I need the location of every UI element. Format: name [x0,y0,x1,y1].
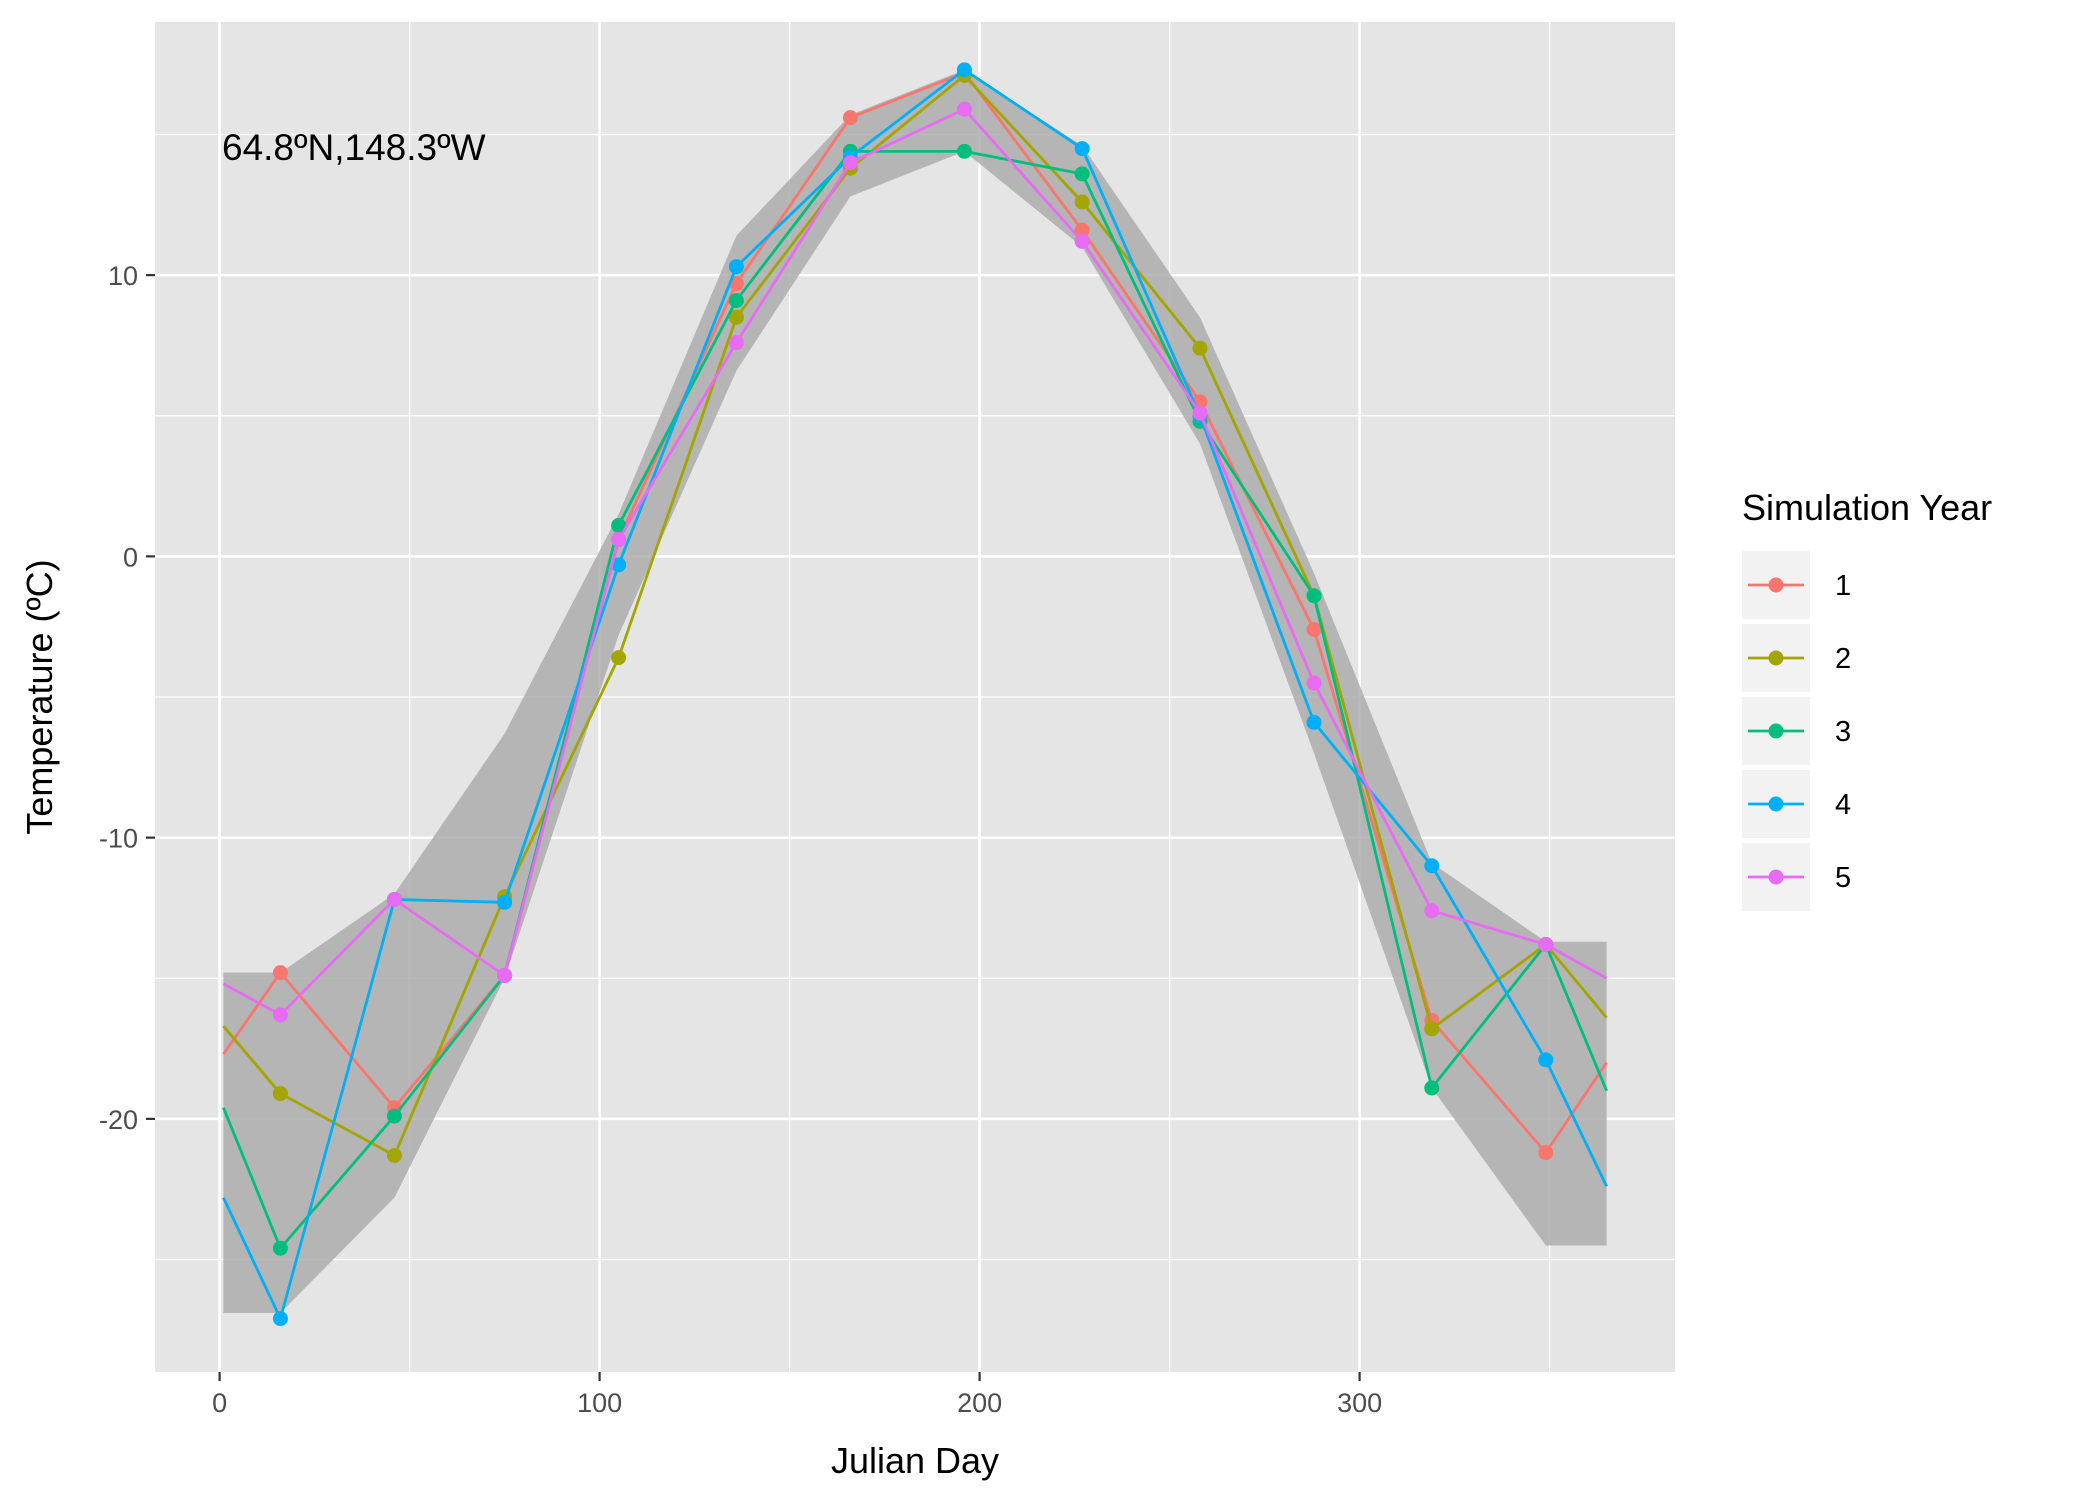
x-axis-title: Julian Day [831,1440,999,1481]
legend-label: 2 [1835,643,1851,675]
series-line-4 [222,68,1608,1320]
data-point [272,1311,288,1327]
data-point [272,1007,288,1023]
data-point [842,155,858,171]
data-point [386,892,402,907]
y-axis: -20 -10 0 10 [99,261,155,1135]
data-point [728,259,744,275]
data-point [1192,340,1208,356]
data-point [272,1240,288,1256]
data-point [497,967,513,983]
data-point [1306,622,1322,637]
data-point [611,517,627,533]
legend-label: 4 [1835,789,1851,821]
x-tick-label: 200 [957,1388,1002,1418]
series-line-3 [222,149,1608,1250]
data-point [842,110,858,126]
legend-item-4: 4 [1742,770,1851,838]
data-point [611,532,627,547]
legend: Simulation Year 1 2 3 4 5 [1742,487,1992,911]
data-point [1424,858,1440,874]
data-point [1192,405,1208,421]
data-point [1306,588,1322,604]
data-point [1074,166,1090,182]
y-tick-label: 10 [108,261,138,291]
data-point [728,292,744,308]
data-point [1538,1052,1554,1068]
data-point [272,965,288,981]
minor-gridlines [155,22,1675,1372]
y-tick-label: -20 [99,1105,138,1135]
data-point [1424,903,1440,919]
data-point [272,1086,288,1102]
location-annotation: 64.8ºN,148.3ºW [222,127,486,168]
x-tick-label: 0 [212,1388,227,1418]
y-axis-title: Temperature (ºC) [19,559,60,834]
legend-key-point [1768,577,1784,593]
x-tick-label: 100 [577,1388,622,1418]
y-tick-label: 0 [123,542,138,572]
data-point [386,1147,402,1163]
confidence-ribbon [223,69,1607,1313]
legend-label: 1 [1835,570,1851,602]
legend-key-point [1768,796,1784,812]
data-point [611,557,627,573]
legend-item-2: 2 [1742,624,1851,692]
series-5 [222,101,1608,1023]
series-line-5 [222,107,1608,1017]
data-point [956,101,972,117]
series-lines [222,62,1608,1327]
legend-label: 3 [1835,716,1851,748]
data-point [1306,714,1322,730]
x-axis: 0 100 200 300 [212,1372,1382,1418]
data-point [1424,1080,1440,1096]
data-point [1538,1145,1554,1161]
x-tick-label: 300 [1337,1388,1382,1418]
legend-key-point [1768,650,1784,666]
data-point [1074,141,1090,157]
data-point [956,143,972,159]
data-point [497,894,513,910]
legend-key-point [1768,869,1784,885]
data-point [1424,1021,1440,1037]
data-point [1074,194,1090,210]
data-point [386,1108,402,1124]
series-line-2 [222,74,1608,1157]
legend-item-3: 3 [1742,697,1851,765]
data-point [1074,222,1090,238]
data-point [1538,937,1554,952]
data-point [728,309,744,325]
y-tick-label: -10 [99,824,138,854]
legend-label: 5 [1835,862,1851,894]
legend-item-1: 1 [1742,551,1851,619]
data-point [611,650,627,666]
ribbon-band [223,69,1607,1313]
legend-key-point [1768,723,1784,739]
data-point [728,335,744,351]
data-point [956,62,972,78]
legend-item-5: 5 [1742,843,1851,911]
data-point [1074,233,1090,249]
legend-title: Simulation Year [1742,487,1992,528]
data-point [1306,675,1322,691]
